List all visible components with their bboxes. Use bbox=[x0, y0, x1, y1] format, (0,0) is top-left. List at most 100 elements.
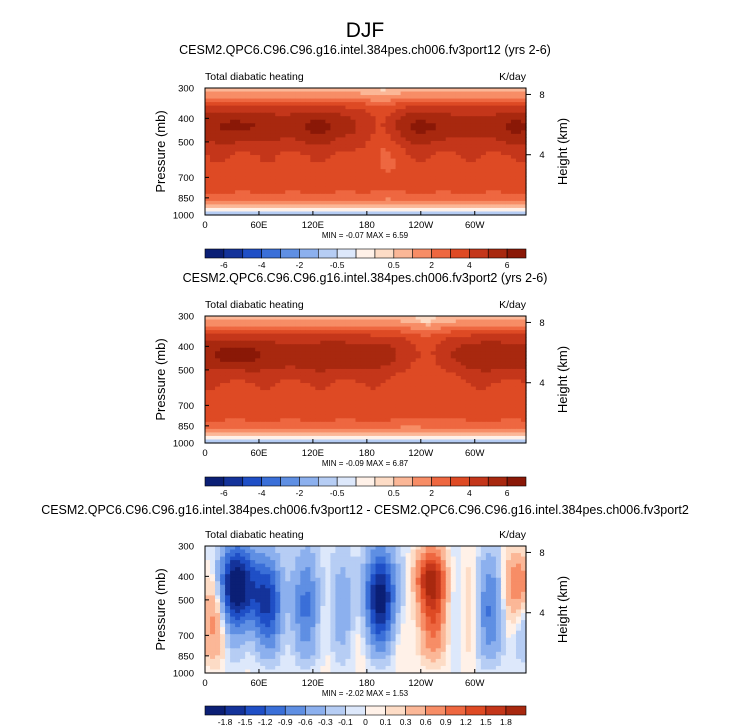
heatmap-cell bbox=[440, 379, 447, 384]
heatmap-cell bbox=[230, 116, 236, 121]
heatmap-cell bbox=[260, 112, 266, 117]
heatmap-cell bbox=[290, 418, 296, 423]
heatmap-cell bbox=[235, 183, 241, 188]
heatmap-cell bbox=[375, 119, 382, 124]
heatmap-cell bbox=[435, 316, 442, 321]
heatmap-cell bbox=[365, 126, 372, 131]
heatmap-cell bbox=[240, 126, 246, 131]
heatmap-cell bbox=[345, 333, 352, 338]
heatmap-cell bbox=[400, 556, 407, 561]
heatmap-cell bbox=[470, 116, 477, 121]
heatmap-cell bbox=[435, 372, 442, 377]
heatmap-cell bbox=[470, 316, 477, 321]
heatmap-cell bbox=[335, 425, 342, 430]
heatmap-cell bbox=[430, 411, 437, 416]
heatmap-cell bbox=[490, 414, 497, 419]
heatmap-cell bbox=[375, 358, 382, 363]
heatmap-cell bbox=[335, 323, 342, 328]
heatmap-cell bbox=[390, 88, 397, 93]
heatmap-cell bbox=[225, 333, 231, 338]
heatmap-cell bbox=[470, 140, 477, 146]
heatmap-cell bbox=[385, 340, 392, 345]
heatmap-cell bbox=[380, 119, 387, 124]
heatmap-cell bbox=[335, 116, 342, 121]
heatmap-cell bbox=[210, 368, 216, 374]
heatmap-cell bbox=[210, 137, 216, 142]
heatmap-cell bbox=[395, 144, 402, 149]
heatmap-cell bbox=[350, 162, 357, 167]
heatmap-cell bbox=[285, 137, 291, 142]
heatmap-cell bbox=[255, 428, 261, 434]
heatmap-cell bbox=[370, 421, 377, 426]
heatmap-cell bbox=[310, 200, 316, 206]
heatmap-cell bbox=[435, 165, 442, 170]
heatmap-cell bbox=[310, 383, 316, 388]
heatmap-cell bbox=[450, 428, 457, 434]
heatmap-cell bbox=[325, 179, 331, 184]
heatmap-cell bbox=[375, 435, 382, 441]
heatmap-cell bbox=[290, 330, 296, 335]
heatmap-cell bbox=[320, 428, 326, 434]
heatmap-cells bbox=[205, 546, 527, 674]
heatmap-cell bbox=[210, 151, 216, 156]
heatmap-cell bbox=[495, 158, 502, 163]
heatmap-cell bbox=[435, 546, 442, 551]
heatmap-cell bbox=[360, 383, 367, 388]
heatmap-cell bbox=[230, 316, 236, 321]
heatmap-cell bbox=[475, 165, 482, 170]
heatmap-cell bbox=[215, 386, 221, 391]
heatmap-cell bbox=[330, 126, 337, 131]
heatmap-cell bbox=[480, 211, 487, 216]
heatmap-cell bbox=[465, 137, 472, 142]
heatmap-cell bbox=[395, 340, 402, 345]
heatmap-cell bbox=[450, 200, 457, 206]
heatmap-cell bbox=[375, 211, 382, 216]
heatmap-cell bbox=[280, 358, 286, 363]
heatmap-cell bbox=[430, 123, 437, 128]
heatmap-cell bbox=[310, 119, 316, 124]
heatmap-cell bbox=[255, 140, 261, 146]
heatmap-cell bbox=[460, 102, 467, 107]
heatmap-cell bbox=[285, 418, 291, 423]
heatmap-cell bbox=[255, 169, 261, 174]
heatmap-cell bbox=[220, 179, 226, 184]
heatmap-cell bbox=[265, 432, 271, 437]
heatmap-cell bbox=[515, 414, 522, 419]
heatmap-cell bbox=[380, 556, 387, 561]
heatmap-cell bbox=[455, 333, 462, 338]
heatmap-cell bbox=[245, 130, 251, 135]
heatmap-cell bbox=[305, 418, 311, 423]
heatmap-cell bbox=[315, 383, 321, 388]
heatmap-cell bbox=[215, 204, 221, 209]
heatmap-cell bbox=[325, 193, 331, 198]
heatmap-cell bbox=[265, 193, 271, 198]
heatmap-cell bbox=[355, 204, 362, 209]
heatmap-cell bbox=[450, 95, 457, 100]
heatmap-cell bbox=[240, 432, 246, 437]
heatmap-cell bbox=[305, 179, 311, 184]
heatmap-cell bbox=[275, 418, 281, 423]
heatmap-cell bbox=[305, 109, 311, 114]
heatmap-cell bbox=[510, 176, 517, 181]
heatmap-cell bbox=[330, 155, 337, 160]
heatmap-cell bbox=[485, 112, 492, 117]
heatmap-cell bbox=[360, 140, 367, 146]
heatmap-cell bbox=[480, 155, 487, 160]
heatmap-cell bbox=[395, 347, 402, 352]
heatmap-cell bbox=[510, 165, 517, 170]
heatmap-cell bbox=[260, 183, 266, 188]
heatmap-cell bbox=[245, 102, 251, 107]
heatmap-cell bbox=[250, 112, 256, 117]
heatmap-cell bbox=[485, 151, 492, 156]
heatmap-cell bbox=[425, 112, 432, 117]
heatmap-cell bbox=[390, 354, 397, 359]
heatmap-cell bbox=[205, 421, 211, 426]
heatmap-cell bbox=[385, 105, 392, 110]
heatmap-cell bbox=[290, 425, 296, 430]
heatmap-cell bbox=[425, 179, 432, 184]
colorbar-swatch bbox=[487, 248, 508, 259]
heatmap-cell bbox=[335, 330, 342, 335]
heatmap-cell bbox=[500, 319, 507, 324]
heatmap-cell bbox=[270, 204, 276, 209]
heatmap-cell bbox=[515, 375, 522, 381]
